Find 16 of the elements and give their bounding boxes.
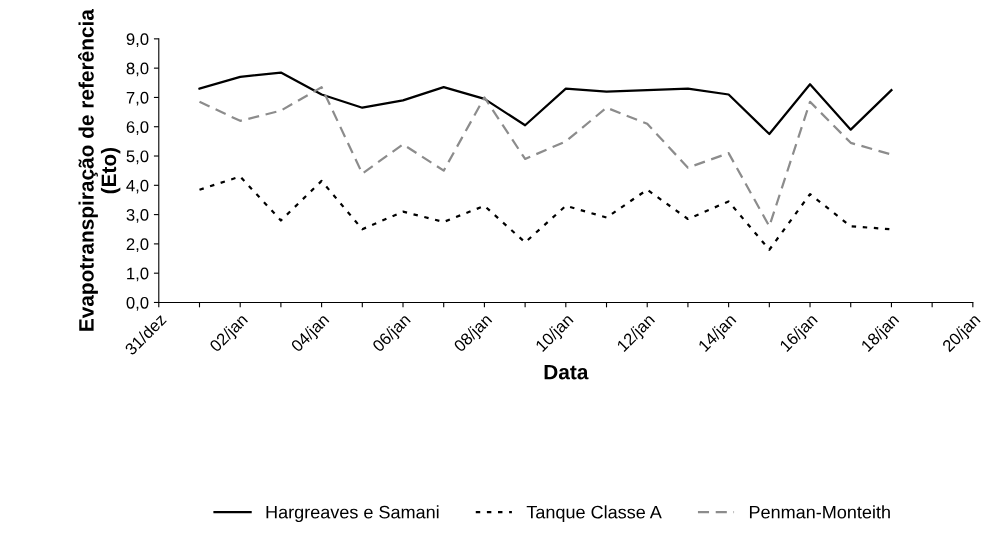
legend-label: Tanque Classe A [526,505,662,523]
y-tick-label: 6,0 [126,121,149,135]
y-tick-label: 4,0 [126,179,149,194]
x-axis-title: Data [544,364,589,380]
line-series [198,71,893,136]
y-tick-label: 7,0 [126,91,149,106]
legend-label: Penman-Monteith [749,505,890,519]
y-tick-label: 2,0 [126,238,149,253]
y-tick-label: 0,0 [126,296,149,311]
legend-label: Hargreaves e Samani [266,505,439,523]
y-tick-label: 3,0 [126,209,149,223]
y-axis-title: Evapotranspiração de referência (Eto) [78,8,121,331]
y-tick-label: 1,0 [127,267,149,282]
y-tick-label: 8,0 [126,62,149,77]
y-tick-label: 9,0 [126,33,149,48]
y-tick-label: 5,0 [126,150,149,165]
